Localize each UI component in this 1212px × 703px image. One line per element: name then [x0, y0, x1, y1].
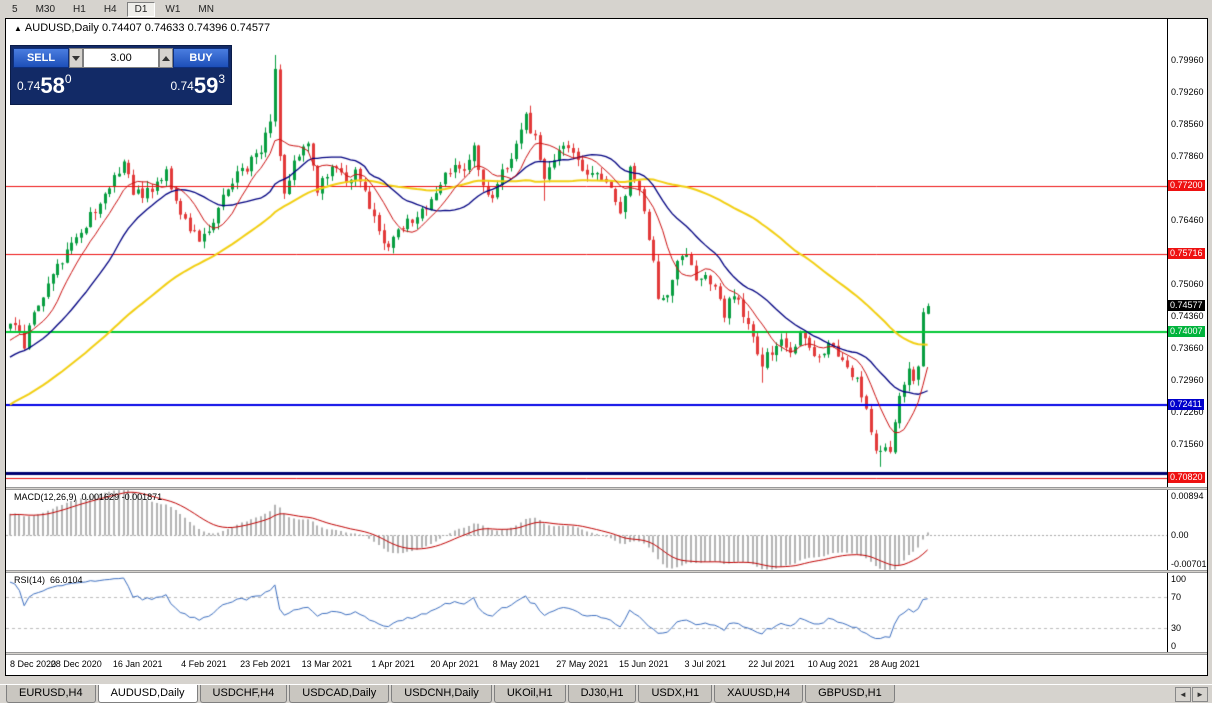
period-button-d1[interactable]: D1 [126, 1, 156, 17]
time-axis-label: 8 Dec 2020 [10, 659, 57, 669]
macd-axis-label: 0.00894 [1171, 491, 1204, 501]
sell-button[interactable]: SELL [13, 48, 69, 68]
buy-price-pips: 59 [193, 73, 219, 98]
price-axis-label: 0.79260 [1171, 86, 1204, 97]
time-axis[interactable]: 8 Dec 2020 28 Dec 2020 16 Jan 2021 4 Feb 20… [6, 655, 1207, 675]
price-axis[interactable]: 0.799600.792600.785600.778600.771600.764… [1167, 19, 1207, 655]
time-axis-label: 13 Mar 2021 [301, 659, 353, 669]
arrow-up-icon [162, 55, 170, 61]
tabs-scroll-right-icon[interactable]: ► [1192, 687, 1208, 702]
symbol-marker-icon: ▲ [14, 24, 22, 33]
tab-scroll-buttons: ◄ ► [1175, 687, 1208, 702]
rsi-axis-label: 0 [1171, 641, 1177, 651]
price-axis-label: 0.71560 [1171, 438, 1204, 449]
rsi-value: 66.0104 [50, 575, 83, 585]
chart-tab-dj30-h1[interactable]: DJ30,H1 [567, 685, 637, 703]
chart-tab-usdchf-h4[interactable]: USDCHF,H4 [199, 685, 288, 703]
price-axis-label: 0.74360 [1171, 310, 1204, 321]
period-button-mn[interactable]: MN [198, 3, 214, 15]
sell-price-point: 0 [64, 72, 72, 86]
price-chart[interactable] [6, 19, 1167, 655]
time-axis-label: 16 Jan 2021 [112, 659, 163, 669]
period-button-h1[interactable]: H1 [73, 3, 86, 15]
price-axis-label: 0.72260 [1171, 406, 1204, 417]
sell-price-quote[interactable]: 0.74 58 0 [13, 70, 76, 102]
chart-tab-xauusd-h4[interactable]: XAUUSD,H4 [714, 685, 804, 703]
chart-tab-usdcad-daily[interactable]: USDCAD,Daily [289, 685, 390, 703]
chart-tab-ukoil-h1[interactable]: UKOil,H1 [493, 685, 566, 703]
level-price-marker: 0.75716 [1168, 247, 1205, 259]
price-axis-label: 0.77860 [1171, 150, 1204, 161]
rsi-axis-label: 100 [1171, 574, 1187, 584]
time-axis-label: 8 May 2021 [492, 659, 540, 669]
macd-indicator-label: MACD(12,26,9) 0.001629 -0.001871 [14, 492, 162, 502]
lot-increase-button[interactable] [159, 48, 173, 68]
ohlc-readout: 0.74407 0.74633 0.74396 0.74577 [101, 22, 271, 34]
price-axis-label: 0.76460 [1171, 214, 1204, 225]
arrow-down-icon [72, 55, 80, 61]
tabs-scroll-left-icon[interactable]: ◄ [1175, 687, 1191, 702]
one-click-trading-panel: SELL BUY 0.74 58 0 0.74 59 3 [10, 45, 232, 105]
lot-decrease-button[interactable] [69, 48, 83, 68]
pane-separator[interactable] [6, 652, 1207, 655]
price-axis-label: 0.73660 [1171, 342, 1204, 353]
buy-button[interactable]: BUY [173, 48, 229, 68]
chart-window: 0.799600.792600.785600.778600.771600.764… [5, 18, 1208, 676]
time-axis-label: 3 Jul 2021 [684, 659, 727, 669]
time-axis-label: 4 Feb 2021 [181, 659, 227, 669]
time-axis-label: 23 Feb 2021 [240, 659, 291, 669]
macd-values: 0.001629 -0.001871 [81, 492, 163, 502]
period-toolbar: 5 M30 H1 H4 D1 W1 MN [0, 0, 1212, 18]
level-price-marker: 0.77200 [1168, 180, 1205, 192]
macd-axis-label: 0.00 [1171, 529, 1189, 540]
rsi-axis-label: 70 [1171, 591, 1182, 602]
time-axis-label: 1 Apr 2021 [371, 659, 415, 669]
rsi-indicator-label: RSI(14) 66.0104 [14, 575, 83, 585]
time-axis-label: 22 Jul 2021 [748, 659, 795, 669]
buy-price-quote[interactable]: 0.74 59 3 [166, 70, 229, 102]
time-axis-label: 20 Apr 2021 [430, 659, 479, 669]
time-axis-label: 10 Aug 2021 [807, 659, 859, 669]
time-axis-label: 15 Jun 2021 [619, 659, 669, 669]
level-price-marker: 0.70820 [1168, 471, 1205, 483]
price-axis-label: 0.78560 [1171, 118, 1204, 129]
level-price-marker: 0.72411 [1168, 399, 1204, 411]
rsi-axis-label: 30 [1171, 623, 1182, 634]
buy-price-point: 3 [218, 72, 225, 86]
pane-separator[interactable] [6, 487, 1207, 490]
time-axis-label: 27 May 2021 [556, 659, 609, 669]
buy-price-main: 0.74 [170, 79, 194, 93]
chart-tab-gbpusd-h1[interactable]: GBPUSD,H1 [805, 685, 895, 703]
trade-controls-row: SELL BUY [13, 48, 229, 68]
price-axis-label: 0.79960 [1171, 55, 1204, 65]
time-axis-label: 28 Aug 2021 [869, 659, 920, 669]
lot-size-input[interactable] [83, 48, 159, 68]
quote-row: 0.74 58 0 0.74 59 3 [13, 70, 229, 102]
sell-price-main: 0.74 [17, 79, 41, 93]
pane-separator[interactable] [6, 570, 1207, 573]
period-button-h4[interactable]: H4 [103, 3, 117, 15]
macd-axis-label: -0.00701 [1171, 559, 1207, 569]
period-button-m30[interactable]: M30 [35, 3, 56, 15]
macd-name: MACD(12,26,9) [14, 492, 77, 502]
chart-tab-usdcnh-daily[interactable]: USDCNH,Daily [391, 685, 492, 703]
sell-price-pips: 58 [40, 73, 65, 98]
level-price-marker: 0.74007 [1168, 326, 1205, 338]
chart-tab-audusd-daily[interactable]: AUDUSD,Daily [97, 685, 198, 703]
current-price-marker: 0.74577 [1168, 300, 1205, 312]
time-axis-label: 28 Dec 2020 [50, 659, 102, 669]
symbol-period-label: AUDUSD,Daily [24, 22, 99, 34]
price-axis-label: 0.72960 [1171, 374, 1204, 385]
chart-tabbar: EURUSD,H4 AUDUSD,Daily USDCHF,H4 USDCAD,Dai… [0, 684, 1212, 703]
period-button-5[interactable]: 5 [12, 3, 18, 15]
chart-title: ▲ AUDUSD,Daily 0.74407 0.74633 0.74396 0.… [14, 22, 270, 34]
chart-tab-usdx-h1[interactable]: USDX,H1 [638, 685, 713, 703]
period-button-w1[interactable]: W1 [165, 3, 181, 15]
rsi-name: RSI(14) [14, 575, 46, 585]
chart-tab-eurusd-h4[interactable]: EURUSD,H4 [6, 685, 96, 703]
price-axis-label: 0.75060 [1171, 278, 1204, 289]
